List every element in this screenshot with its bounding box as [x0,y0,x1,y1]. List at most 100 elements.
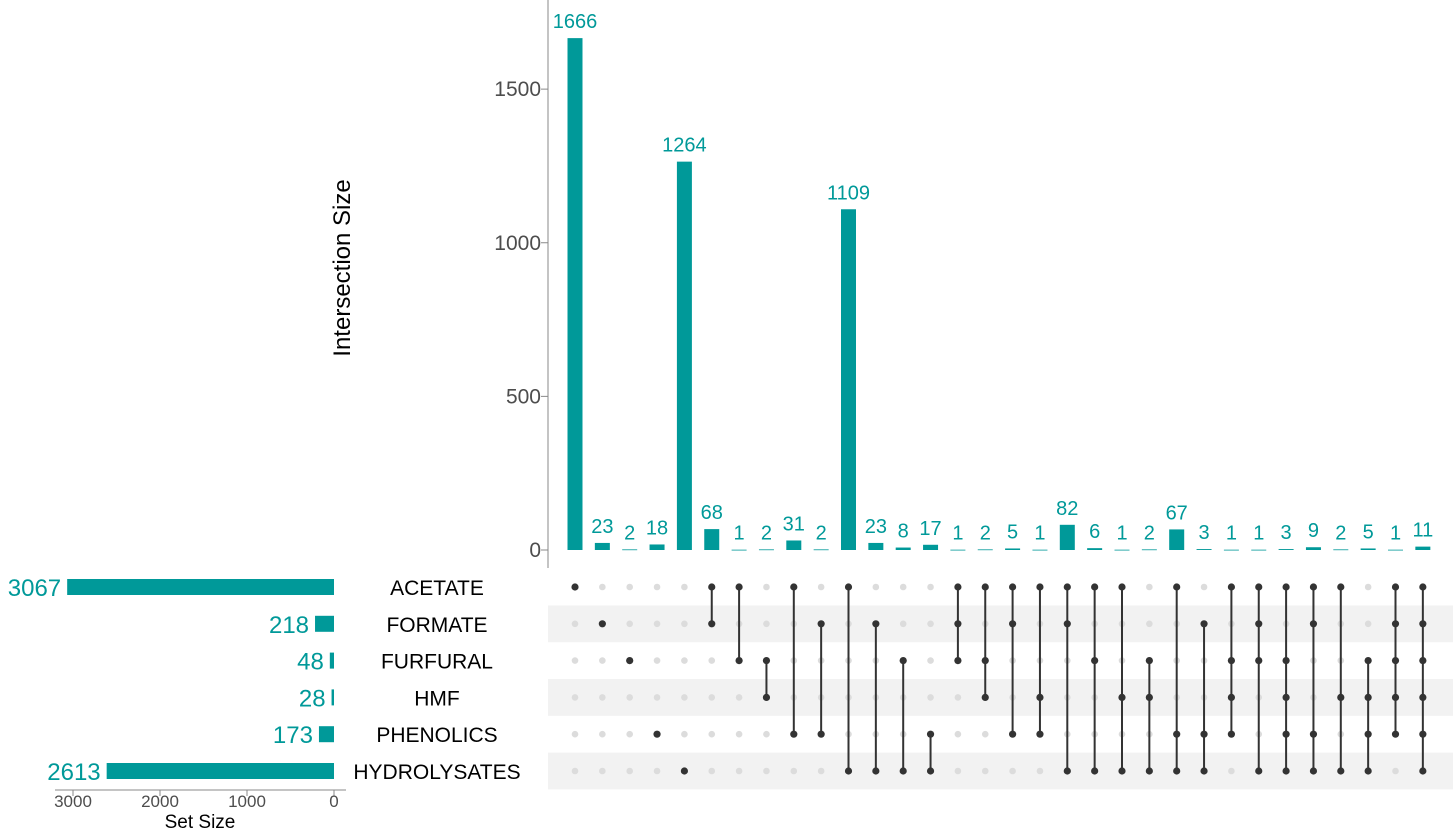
y-tick-label: 1500 [494,78,541,101]
matrix-dot-filled [1091,583,1099,591]
matrix-dot-filled [981,583,989,591]
matrix-dot-filled [1063,767,1071,775]
matrix-dot-filled [844,583,853,591]
matrix-dot-filled [1419,620,1427,628]
matrix-dot-filled [1009,730,1017,738]
matrix-dot-filled [1091,767,1099,775]
matrix-dot-filled [1337,693,1345,702]
set-size-label: 2613 [47,759,100,786]
matrix-dot-filled [1200,767,1208,775]
intersection-bar [649,544,665,550]
matrix-dot-empty [1392,767,1399,775]
matrix-dot-filled [1391,730,1400,738]
matrix-dot-empty [599,767,606,775]
matrix-dot-filled [1173,767,1181,775]
matrix-dot-filled [1145,693,1153,702]
matrix-dot-filled [1419,657,1427,665]
matrix-dot-filled [790,583,798,591]
matrix-dot-filled [954,583,962,591]
matrix-dot-empty [708,767,716,775]
intersection-bar-label: 2 [1335,522,1346,544]
matrix-dot-filled [1309,583,1318,591]
intersection-bar [1251,549,1267,551]
matrix-dot-filled [1309,730,1318,738]
intersection-bar [731,549,747,551]
set-name-label: FURFURAL [381,651,493,674]
intersection-bar-label: 2 [980,522,991,544]
matrix-dot-filled [1118,693,1126,702]
matrix-dot-empty [708,694,716,701]
set-size-tick-label: 0 [329,792,338,811]
matrix-dot-filled [1173,583,1181,591]
intersection-bar-label: 23 [591,516,613,538]
intersection-bar-label: 1 [1116,523,1127,545]
matrix-dot-empty [1009,767,1016,775]
matrix-dot-filled [653,730,661,738]
intersection-bar [1169,529,1185,550]
matrix-dot-empty [735,694,743,701]
intersection-bar-label: 2 [1144,522,1155,544]
matrix-dot-filled [1364,730,1372,738]
matrix-dot-empty [599,583,606,591]
matrix-dot-filled [1009,620,1017,628]
matrix-dot-filled [1036,583,1044,591]
set-size-tick-label: 3000 [54,792,92,811]
intersection-bar [1059,524,1075,550]
matrix-dot-empty [981,730,989,738]
intersection-bar [594,542,610,550]
matrix-dot-filled [708,620,716,628]
intersection-bar-label: 5 [1007,521,1018,543]
matrix-dot-filled [1036,730,1044,738]
matrix-dot-empty [653,694,661,701]
intersection-bar-label: 17 [919,518,941,540]
intersection-bar [813,549,829,551]
matrix-dot-empty [927,620,934,628]
matrix-dot-filled [899,657,907,665]
intersection-bar [895,547,911,550]
matrix-dot-empty [1146,583,1153,591]
set-name-label: ACETATE [390,577,484,600]
intersection-bar-label: 3 [1198,522,1209,544]
matrix-dot-empty [653,620,661,628]
matrix-dot-filled [1364,767,1372,775]
intersection-bar-label: 9 [1308,520,1319,542]
matrix-dot-filled [1282,730,1290,738]
intersection-bar [567,38,583,551]
matrix-dot-filled [1200,730,1208,738]
matrix-dot-filled [626,657,634,665]
matrix-dot-filled [1337,583,1345,591]
intersection-bar [1114,549,1130,551]
matrix-dot-empty [763,620,770,628]
matrix-dot-filled [899,767,907,775]
intersection-bar-label: 67 [1166,502,1188,524]
matrix-dot-filled [735,657,743,665]
intersection-bar [1415,546,1431,550]
matrix-dot-empty [681,620,688,628]
set-size-bar [318,726,334,743]
matrix-dot-filled [954,620,962,628]
matrix-dot-empty [571,730,579,738]
matrix-dot-filled [844,767,853,775]
matrix-dot-empty [571,767,579,775]
matrix-dot-filled [1009,583,1017,591]
matrix-dot-empty [708,657,716,664]
set-size-label: 28 [299,685,326,712]
intersection-bar-label: 68 [701,502,723,524]
intersection-bar [1196,549,1212,550]
matrix-dot-empty [735,767,743,775]
intersection-bar-label: 1264 [662,135,707,157]
intersection-bar-label: 2 [761,522,772,544]
intersection-bar [758,549,774,551]
matrix-dot-empty [626,730,633,738]
matrix-dot-filled [1419,583,1427,591]
set-size-tick-label: 1000 [228,792,266,811]
intersection-bar-label: 5 [1363,521,1374,543]
intersection-bar-label: 8 [898,521,909,543]
matrix-dot-filled [1364,657,1372,665]
intersection-size-axis-title: Intersection Size [329,179,356,356]
y-tick-label: 0 [529,539,541,562]
intersection-bar-label: 11 [1412,520,1433,542]
matrix-dot-filled [1200,620,1208,628]
intersection-bar [868,542,884,550]
